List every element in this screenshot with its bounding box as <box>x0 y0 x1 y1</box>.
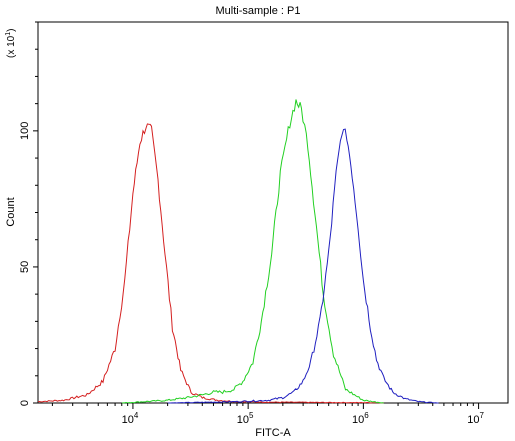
y-multiplier-close: ) <box>6 29 17 32</box>
series-line-1 <box>121 99 384 404</box>
y-multiplier-label: (x 101) <box>5 29 17 58</box>
x-tick-exponent: 7 <box>479 411 484 420</box>
y-tick-label: 50 <box>19 261 31 273</box>
x-tick-label: 106 <box>352 411 369 426</box>
x-tick-exponent: 4 <box>134 411 139 420</box>
series-line-0 <box>37 123 384 404</box>
y-multiplier-exponent: 1 <box>5 32 12 36</box>
plot-frame <box>37 21 509 404</box>
x-tick-base: 10 <box>352 414 364 426</box>
chart-title: Multi-sample : P1 <box>216 5 301 17</box>
x-axis-label: FITC-A <box>255 427 291 439</box>
x-axis: 104 105 106 107 <box>51 403 484 426</box>
x-tick-exponent: 6 <box>364 411 369 420</box>
x-tick-label: 107 <box>467 411 484 426</box>
y-multiplier-text: (x 10 <box>6 35 17 58</box>
x-tick-base: 10 <box>467 414 479 426</box>
y-axis-label: Count <box>5 197 17 226</box>
series-group <box>37 99 439 404</box>
series-line-2 <box>167 128 439 404</box>
x-tick-label: 105 <box>237 411 254 426</box>
y-tick-label: 0 <box>19 400 31 406</box>
y-axis: 0 50 100 <box>19 21 38 406</box>
x-tick-base: 10 <box>237 414 249 426</box>
y-tick-label: 100 <box>19 122 31 140</box>
x-tick-exponent: 5 <box>249 411 254 420</box>
x-tick-base: 10 <box>122 414 134 426</box>
x-tick-label: 104 <box>122 411 139 426</box>
